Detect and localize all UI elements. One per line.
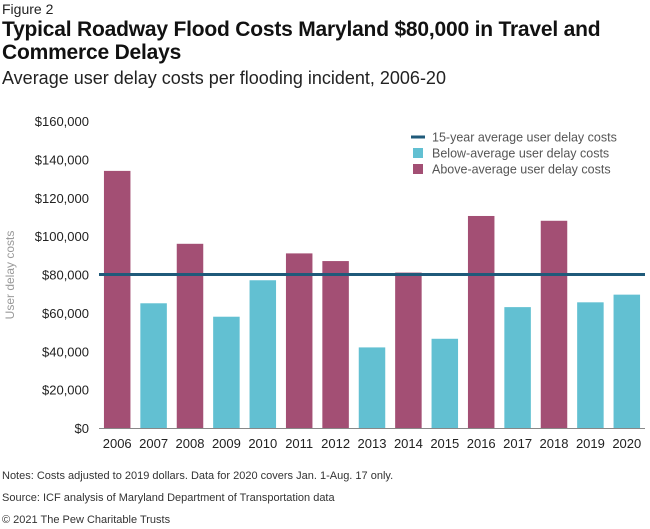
bar-2016 [467, 215, 495, 428]
y-tick-label: $40,000 [42, 344, 89, 359]
legend: 15-year average user delay costs Below-av… [411, 131, 617, 177]
bar-2009 [213, 316, 240, 428]
bar-2011 [285, 253, 313, 428]
chart-subtitle: Average user delay costs per flooding in… [2, 68, 446, 88]
bar-2010 [249, 280, 277, 428]
figure-label: Figure 2 [2, 1, 54, 17]
y-tick-label: $160,000 [35, 114, 89, 129]
legend-above-swatch [413, 164, 423, 174]
x-tick-label: 2007 [139, 436, 168, 451]
bar-2017 [504, 307, 531, 428]
chart-title: Typical Roadway Flood Costs Maryland $80… [2, 18, 601, 64]
x-tick-label: 2014 [394, 436, 423, 451]
legend-average-label: 15-year average user delay costs [432, 131, 617, 145]
y-tick-label: $120,000 [35, 191, 89, 206]
x-tick-label: 2016 [467, 436, 496, 451]
legend-below-label: Below-average user delay costs [432, 147, 609, 161]
y-axis-label: User delay costs [3, 231, 17, 320]
legend-above-label: Above-average user delay costs [432, 163, 611, 177]
y-tick-label: $0 [75, 421, 89, 436]
bar-2013 [358, 347, 386, 428]
bar-2018 [540, 220, 568, 428]
y-tick-label: $140,000 [35, 152, 89, 167]
x-tick-label: 2006 [103, 436, 132, 451]
x-tick-label: 2013 [358, 436, 387, 451]
bar-2019 [577, 302, 604, 428]
x-tick-label: 2019 [576, 436, 605, 451]
bar-2006 [103, 170, 131, 428]
bar-2015 [431, 338, 459, 428]
bar-2020 [613, 294, 641, 428]
source-text: Source: ICF analysis of Maryland Departm… [2, 492, 335, 504]
y-tick-label: $20,000 [42, 383, 89, 398]
y-tick-label: $60,000 [42, 306, 89, 321]
y-tick-label: $100,000 [35, 229, 89, 244]
x-tick-label: 2018 [540, 436, 569, 451]
copyright-text: © 2021 The Pew Charitable Trusts [2, 514, 171, 526]
x-tick-label: 2015 [430, 436, 459, 451]
bar-2008 [176, 243, 204, 428]
x-tick-label: 2009 [212, 436, 241, 451]
x-tick-label: 2008 [176, 436, 205, 451]
x-axis-ticks: 2006 2007 2008 2009 2010 2011 2012 2013 2014 2015… [103, 436, 642, 451]
x-tick-label: 2011 [285, 436, 313, 451]
notes-text: Notes: Costs adjusted to 2019 dollars. D… [2, 470, 394, 482]
bar-2014 [395, 272, 422, 428]
legend-average-swatch [411, 135, 425, 139]
legend-below-swatch [413, 148, 423, 158]
bars [103, 170, 641, 428]
x-tick-label: 2012 [321, 436, 350, 451]
y-tick-label: $80,000 [42, 268, 89, 283]
x-tick-label: 2020 [612, 436, 641, 451]
bar-2012 [322, 261, 349, 428]
x-tick-label: 2017 [503, 436, 532, 451]
y-axis-ticks: $0 $20,000 $40,000 $60,000 $80,000 $100,000 $1… [35, 114, 89, 436]
bar-2007 [140, 303, 167, 428]
x-tick-label: 2010 [248, 436, 277, 451]
